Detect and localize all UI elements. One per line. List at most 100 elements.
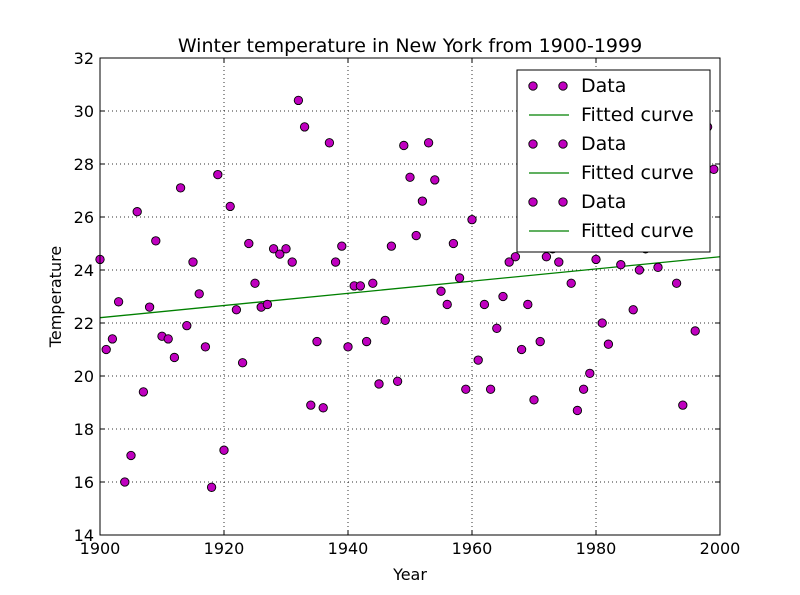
data-point	[219, 445, 229, 455]
data-point	[337, 241, 347, 251]
data-point	[392, 376, 403, 386]
y-tick-label: 14	[74, 526, 94, 545]
data-point	[423, 138, 434, 148]
x-tick-label: 1980	[576, 539, 617, 558]
data-point	[504, 257, 514, 267]
data-point	[628, 305, 638, 315]
data-point	[523, 299, 533, 310]
data-point	[430, 175, 440, 185]
data-point	[554, 257, 564, 267]
x-axis-label: Year	[392, 565, 427, 584]
data-point	[541, 252, 552, 262]
legend-data-marker	[558, 139, 568, 149]
data-point	[634, 265, 645, 275]
data-point	[330, 257, 341, 267]
x-tick-label: 1960	[452, 539, 493, 558]
data-point	[120, 477, 130, 487]
x-tick-label: 2000	[700, 539, 741, 558]
data-point	[126, 450, 136, 461]
data-point	[535, 336, 545, 347]
legend-label: Fitted curve	[581, 220, 694, 242]
data-point	[386, 241, 397, 251]
data-point	[324, 138, 335, 148]
data-point	[374, 379, 384, 389]
data-point	[206, 482, 217, 492]
data-point	[572, 405, 583, 416]
data-point	[498, 291, 508, 302]
data-point	[690, 326, 700, 336]
data-point	[194, 289, 204, 299]
data-point	[138, 387, 149, 397]
data-point	[113, 297, 124, 307]
fitted-curve	[99, 256, 721, 319]
data-point	[461, 384, 471, 394]
data-point	[473, 355, 483, 365]
data-point	[566, 278, 576, 288]
data-point	[597, 318, 607, 328]
data-point	[448, 238, 459, 249]
y-axis-label: Temperature	[46, 246, 65, 348]
data-point	[200, 342, 211, 352]
data-point	[467, 214, 477, 225]
data-point	[653, 262, 663, 272]
data-point	[678, 400, 688, 410]
axis-ticks: 1900 1920 1940 1960 1980 2000 14 16 18 20 22 24 26 28…	[74, 49, 741, 558]
data-point	[603, 339, 614, 349]
y-tick-label: 20	[74, 367, 94, 386]
data-point	[144, 302, 155, 312]
plot-frame	[99, 57, 721, 536]
data-point	[355, 281, 366, 291]
data-point	[368, 278, 378, 288]
data-point	[169, 352, 180, 363]
data-point	[529, 395, 539, 405]
data-point	[454, 273, 465, 283]
data-point	[405, 172, 415, 182]
data-points-layer	[95, 95, 719, 492]
data-point	[250, 278, 260, 288]
data-point	[293, 95, 304, 106]
data-point	[671, 278, 682, 288]
legend-data-marker	[528, 197, 538, 207]
data-point	[479, 299, 490, 310]
data-point	[709, 164, 719, 174]
data-point	[107, 334, 118, 344]
data-point	[237, 358, 248, 368]
y-tick-label: 26	[74, 208, 94, 227]
data-point	[151, 236, 161, 246]
data-point	[275, 249, 285, 259]
y-tick-label: 22	[74, 314, 94, 333]
y-tick-label: 30	[74, 102, 94, 121]
data-point	[182, 320, 192, 331]
data-point	[101, 344, 111, 355]
data-point	[175, 183, 186, 193]
legend-data-marker	[558, 81, 568, 91]
data-point	[411, 230, 421, 241]
data-point	[591, 254, 601, 265]
data-point	[492, 323, 502, 333]
data-point	[380, 315, 390, 325]
legend-label: Fitted curve	[581, 162, 694, 184]
data-point	[225, 201, 235, 212]
legend-box	[516, 69, 711, 253]
data-point	[188, 257, 198, 267]
data-point	[616, 260, 626, 270]
x-tick-label: 1900	[80, 539, 121, 558]
data-point	[132, 207, 142, 217]
data-point	[163, 334, 173, 344]
data-point	[485, 384, 496, 394]
legend-data-marker	[558, 197, 568, 207]
legend-data-marker	[528, 81, 538, 91]
data-point	[244, 238, 254, 249]
y-tick-label: 24	[74, 261, 94, 280]
data-point	[442, 299, 452, 310]
legend-label: Fitted curve	[581, 104, 694, 126]
y-tick-label: 16	[74, 473, 94, 492]
legend-label: Data	[581, 133, 626, 155]
data-point	[299, 122, 310, 132]
y-tick-label: 18	[74, 420, 94, 439]
data-point	[268, 244, 279, 254]
data-point	[306, 400, 316, 410]
legend-label: Data	[581, 75, 626, 97]
y-tick-label: 28	[74, 155, 94, 174]
